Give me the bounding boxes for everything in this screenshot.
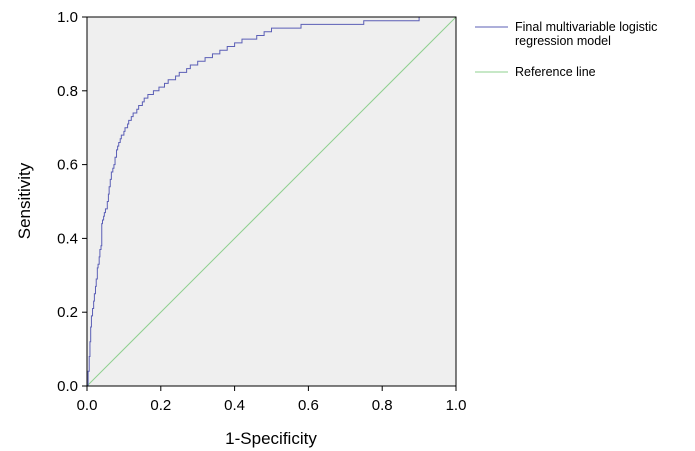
- x-axis-title: 1-Specificity: [225, 429, 317, 448]
- x-tick-label: 1.0: [446, 397, 467, 414]
- x-tick-label: 0.6: [298, 397, 319, 414]
- y-tick-label: 0.4: [57, 230, 78, 247]
- y-tick-label: 0.6: [57, 157, 78, 174]
- y-axis-title: Sensitivity: [15, 162, 34, 239]
- x-tick-label: 0.4: [224, 397, 245, 414]
- legend-label-model: Final multivariable logistic: [515, 20, 657, 34]
- x-tick-label: 0.0: [77, 397, 98, 414]
- roc-curve-line: [87, 16, 456, 387]
- y-tick-label: 0.0: [57, 378, 78, 395]
- x-tick-label: 0.8: [372, 397, 393, 414]
- legend-label-model: regression model: [515, 34, 611, 48]
- y-tick-label: 0.8: [57, 83, 78, 100]
- y-tick-label: 0.2: [57, 304, 78, 321]
- reference-line-series: [86, 16, 457, 387]
- reference-line: [86, 16, 457, 387]
- x-tick-label: 0.2: [150, 397, 171, 414]
- plot-area-border: [86, 16, 457, 387]
- y-axis: 0.0 0.2 0.4 0.6 0.8 1.0: [57, 9, 87, 395]
- y-tick-label: 1.0: [57, 9, 78, 26]
- x-axis: 0.0 0.2 0.4 0.6 0.8 1.0: [77, 386, 467, 414]
- legend-label-reference: Reference line: [515, 65, 596, 79]
- roc-curve-series: [87, 16, 456, 387]
